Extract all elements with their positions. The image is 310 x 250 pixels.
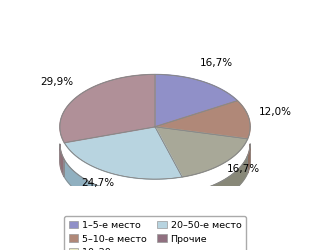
Text: 16,7%: 16,7% — [199, 58, 232, 68]
Text: 29,9%: 29,9% — [40, 77, 73, 87]
Polygon shape — [64, 160, 182, 214]
Polygon shape — [248, 144, 250, 173]
Polygon shape — [155, 74, 237, 127]
Text: 16,7%: 16,7% — [227, 164, 260, 174]
Legend: 1–5-е место, 5–10-е место, 10–20-е место, 20–50-е место, Прочие: 1–5-е место, 5–10-е место, 10–20-е место… — [64, 216, 246, 250]
Text: 24,7%: 24,7% — [82, 178, 115, 188]
Polygon shape — [155, 101, 250, 139]
Polygon shape — [155, 127, 248, 177]
Polygon shape — [182, 156, 248, 211]
Polygon shape — [60, 74, 155, 143]
Polygon shape — [64, 127, 182, 179]
Polygon shape — [60, 144, 64, 177]
Text: 12,0%: 12,0% — [259, 107, 292, 117]
